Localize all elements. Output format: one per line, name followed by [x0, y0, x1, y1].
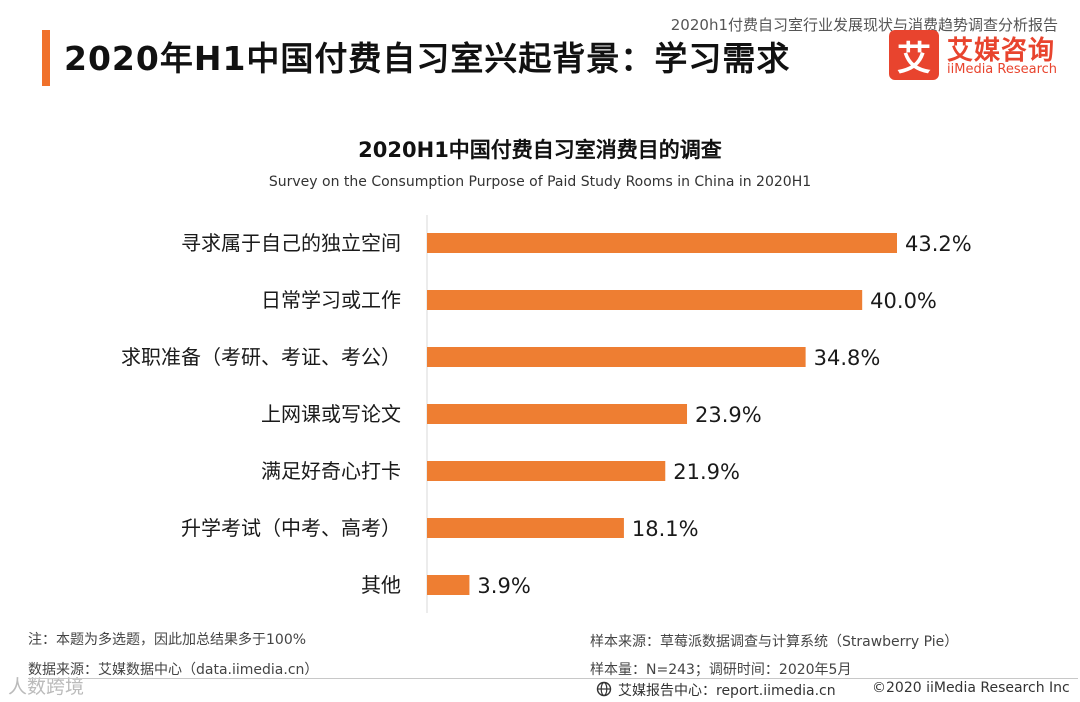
data-source: 数据来源：艾媒数据中心（data.iimedia.cn）: [28, 662, 319, 678]
watermark: 人数跨境: [8, 676, 85, 698]
category-label: 日常学习或工作: [261, 288, 401, 312]
footer-divider: [28, 678, 1078, 679]
iimedia-logo: 艾 艾媒咨询 iiMedia Research: [889, 30, 1061, 80]
bar: [427, 404, 688, 424]
title-accent-bar: [42, 30, 50, 86]
multi-choice-note: 注：本题为多选题，因此加总结果多于100%: [28, 632, 307, 648]
report-center-link[interactable]: 艾媒报告中心：report.iimedia.cn: [618, 683, 836, 699]
chart-subtitle: Survey on the Consumption Purpose of Pai…: [268, 174, 812, 190]
bar: [427, 233, 897, 253]
value-label: 40.0%: [870, 289, 937, 313]
bar-chart: 寻求属于自己的独立空间 43.2% 日常学习或工作 40.0% 求职准备（考研、考证、考…: [121, 215, 972, 613]
bar: [427, 290, 863, 310]
value-label: 23.9%: [695, 403, 762, 427]
category-label: 寻求属于自己的独立空间: [181, 231, 401, 255]
bar: [427, 518, 624, 538]
category-label: 满足好奇心打卡: [261, 459, 401, 483]
bar: [427, 347, 806, 367]
value-label: 3.9%: [477, 574, 530, 598]
category-label: 求职准备（考研、考证、考公）: [121, 345, 401, 369]
bar: [427, 461, 666, 481]
value-label: 21.9%: [673, 460, 740, 484]
logo-mark: 艾: [889, 30, 939, 80]
sample-size: 样本量：N=243；调研时间：2020年5月: [590, 662, 852, 678]
bar: [427, 575, 470, 595]
value-label: 18.1%: [632, 517, 699, 541]
globe-icon: [596, 681, 612, 697]
sample-source: 样本来源：草莓派数据调查与计算系统（Strawberry Pie）: [590, 634, 959, 650]
value-label: 43.2%: [905, 232, 972, 256]
value-label: 34.8%: [814, 346, 881, 370]
logo-chinese-name: 艾媒咨询: [947, 36, 1056, 66]
category-label: 其他: [361, 573, 401, 597]
copyright: ©2020 iiMedia Research Inc: [872, 680, 1070, 696]
report-name: 2020h1付费自习室行业发展现状与消费趋势调查分析报告: [670, 16, 1058, 34]
page-title: 2020年H1中国付费自习室兴起背景：学习需求: [64, 39, 791, 78]
chart-title: 2020H1中国付费自习室消费目的调查: [358, 138, 722, 162]
category-label: 上网课或写论文: [261, 402, 401, 426]
logo-english-name: iiMedia Research: [947, 62, 1058, 77]
category-label: 升学考试（中考、高考）: [181, 516, 401, 540]
